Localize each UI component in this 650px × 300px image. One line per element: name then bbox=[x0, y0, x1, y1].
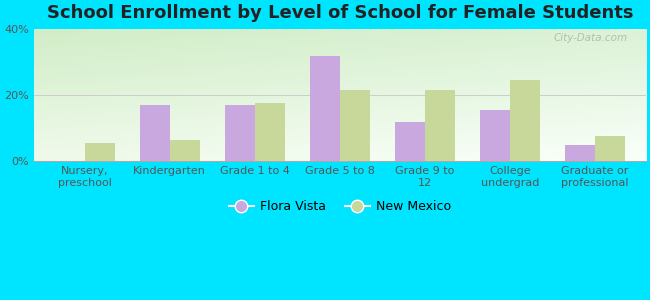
Text: City-Data.com: City-Data.com bbox=[553, 33, 627, 43]
Bar bbox=[140, 105, 170, 161]
Bar bbox=[595, 136, 625, 161]
Bar bbox=[480, 110, 510, 161]
Bar bbox=[310, 56, 340, 161]
Title: School Enrollment by Level of School for Female Students: School Enrollment by Level of School for… bbox=[47, 4, 633, 22]
Bar bbox=[510, 80, 540, 161]
Bar bbox=[565, 145, 595, 161]
Bar bbox=[425, 90, 454, 161]
Bar bbox=[395, 122, 425, 161]
Legend: Flora Vista, New Mexico: Flora Vista, New Mexico bbox=[224, 195, 456, 218]
Bar bbox=[84, 143, 114, 161]
Bar bbox=[340, 90, 370, 161]
Bar bbox=[225, 105, 255, 161]
Bar bbox=[255, 103, 285, 161]
Bar bbox=[170, 140, 200, 161]
